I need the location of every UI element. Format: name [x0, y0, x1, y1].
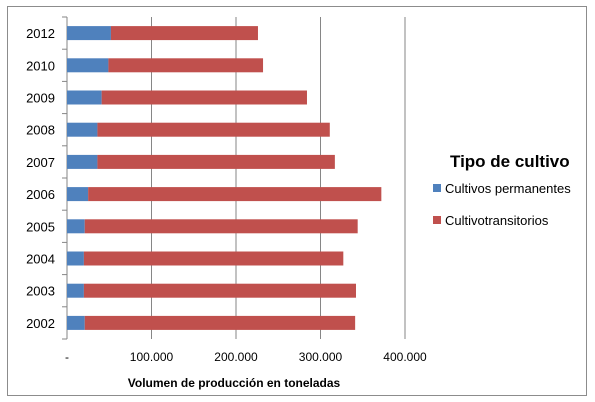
bar-2004-permanentes	[67, 251, 84, 266]
y-tick-label: 2004	[26, 252, 55, 267]
bar-2005-permanentes	[67, 219, 85, 234]
y-tick-label: 2010	[26, 58, 55, 73]
bar-2009-permanentes	[67, 90, 102, 105]
legend-label-permanentes: Cultivos permanentes	[445, 181, 571, 196]
legend-swatch-permanentes	[433, 184, 441, 192]
bar-2003-transitorios	[83, 283, 356, 298]
y-tick-label: 2003	[26, 284, 55, 299]
y-tick-label: 2005	[26, 219, 55, 234]
bar-2008-permanentes	[67, 122, 98, 137]
bar-2010-transitorios	[108, 58, 264, 73]
bar-2007-transitorios	[97, 154, 335, 169]
x-tick-label: -	[65, 350, 69, 364]
bar-2012-transitorios	[110, 26, 258, 41]
bar-2008-transitorios	[97, 122, 330, 137]
legend-title: Tipo de cultivo	[450, 152, 570, 171]
bar-2009-transitorios	[101, 90, 307, 105]
x-axis-labels: - 100.000 200.000 300.000 400.000	[65, 350, 427, 364]
bars	[67, 26, 382, 330]
chart-area: 2012 2010 2009 2008 2007 2006 2005 2004 2003 2002…	[7, 6, 587, 396]
bar-2006-permanentes	[67, 187, 89, 202]
y-tick-label: 2006	[26, 187, 55, 202]
legend-swatch-transitorios	[433, 216, 441, 224]
bar-2006-transitorios	[88, 187, 382, 202]
bar-2004-transitorios	[83, 251, 344, 266]
bar-2003-permanentes	[67, 283, 84, 298]
x-tick-label: 300.000	[299, 350, 343, 364]
y-tick-label: 2007	[26, 155, 55, 170]
y-tick-label: 2009	[26, 91, 55, 106]
bar-2012-permanentes	[67, 26, 111, 41]
bar-2007-permanentes	[67, 154, 98, 169]
bar-chart: 2012 2010 2009 2008 2007 2006 2005 2004 2003 2002…	[26, 16, 571, 390]
bar-2005-transitorios	[84, 219, 358, 234]
x-tick-label: 400.000	[383, 350, 427, 364]
x-tick-label: 200.000	[214, 350, 258, 364]
bar-2010-permanentes	[67, 58, 109, 73]
bar-2002-transitorios	[84, 315, 356, 330]
y-axis-labels: 2012 2010 2009 2008 2007 2006 2005 2004 2003 2002	[26, 26, 55, 331]
legend: Tipo de cultivo Cultivos permanentes Cul…	[433, 152, 571, 228]
y-tick-label: 2008	[26, 123, 55, 138]
legend-label-transitorios: Cultivotransitorios	[445, 213, 549, 228]
bar-2002-permanentes	[67, 315, 85, 330]
x-tick-label: 100.000	[130, 350, 174, 364]
y-tick-label: 2012	[26, 26, 55, 41]
x-axis-title: Volumen de producción en toneladas	[128, 376, 341, 390]
y-tick-label: 2002	[26, 316, 55, 331]
